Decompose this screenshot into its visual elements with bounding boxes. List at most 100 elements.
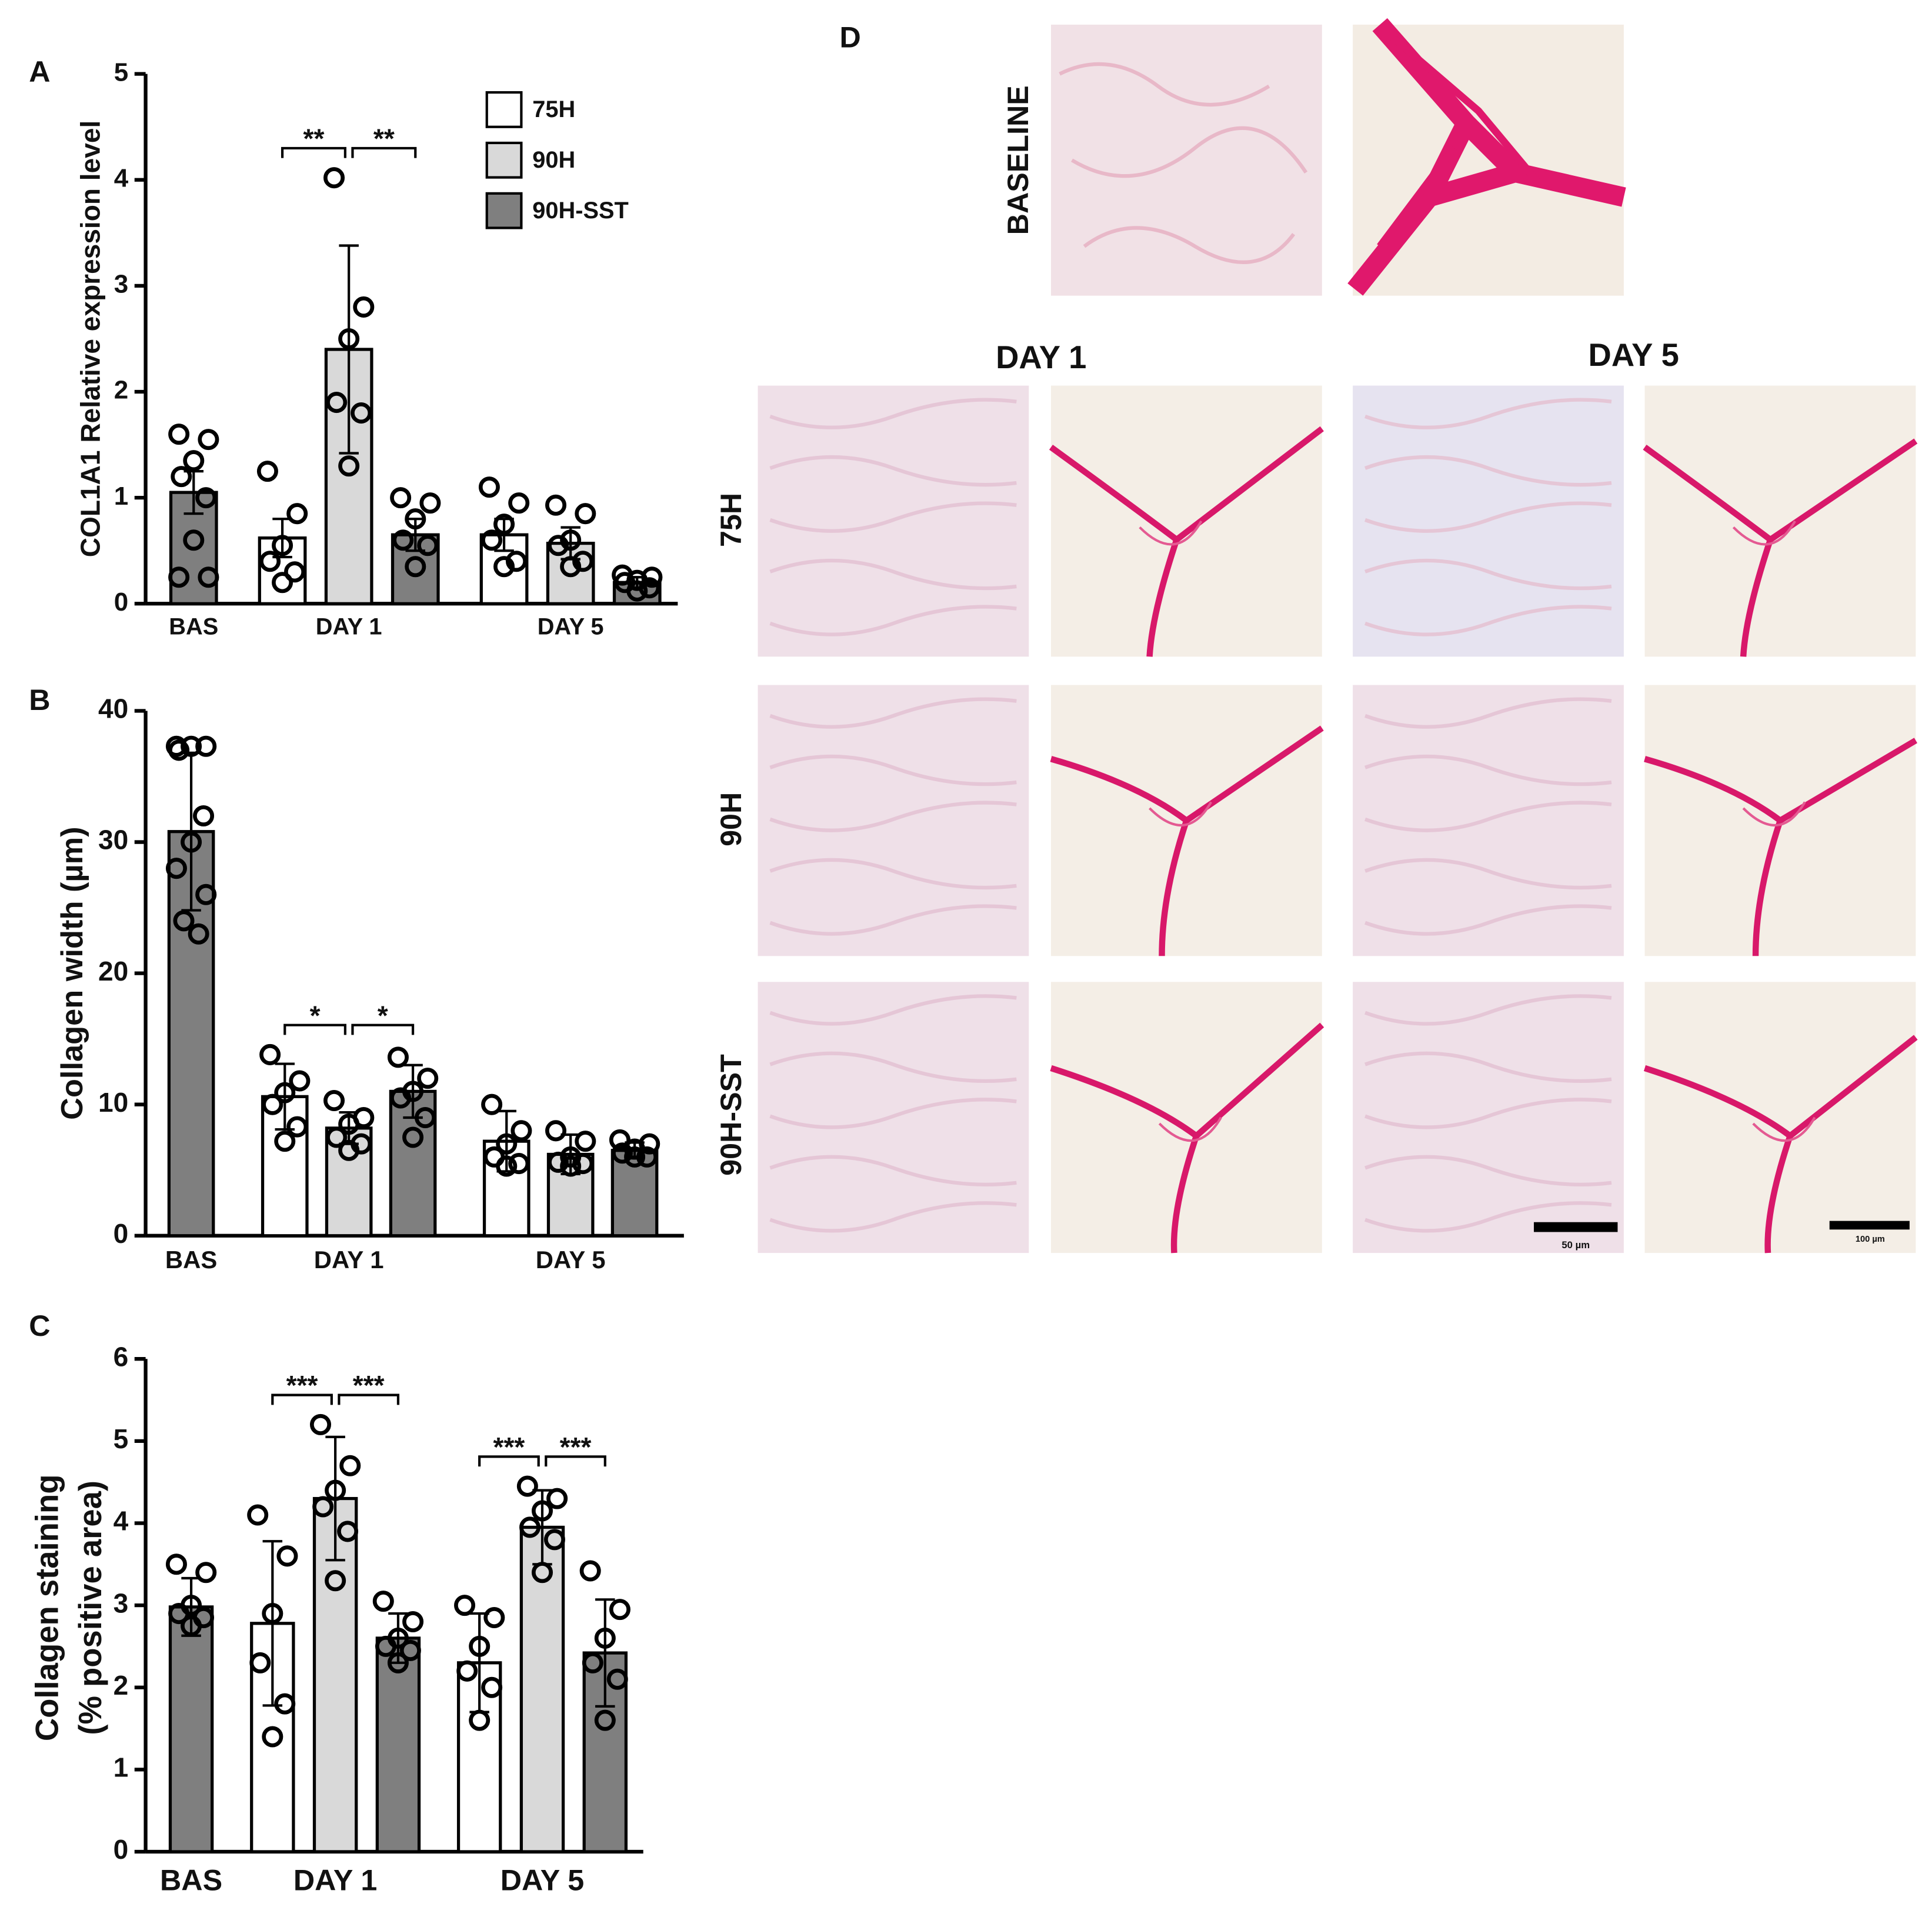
y-tick-label: 5 [114,1423,129,1454]
data-point [249,1652,271,1673]
data-point [276,1545,298,1567]
significance-label: *** [560,1432,592,1462]
data-point [309,1413,332,1435]
collagen [1644,738,1918,956]
data-point [181,1615,202,1637]
collagen [1643,438,1918,657]
data-point [372,1591,394,1612]
data-point [289,1070,311,1092]
data-point [626,580,648,602]
legend-swatch [485,91,523,128]
data-point [575,503,596,525]
micrograph [1051,385,1322,657]
x-tick-label: DAY 5 [538,614,604,640]
data-point [262,1603,283,1625]
data-point [548,1151,569,1173]
tissue [769,501,1017,533]
y-tick-label: 4 [114,1506,129,1536]
y-tick-label: 0 [114,1834,129,1865]
tissue [769,398,1017,429]
tissue [1364,501,1612,533]
collagen [1139,520,1203,546]
tissue [1364,994,1612,1026]
x-tick-label: DAY 1 [316,614,382,640]
data-point [387,1046,409,1068]
data-point [531,1562,553,1583]
data-point [496,1133,518,1155]
y-tick-label: 6 [114,1341,129,1372]
data-point [325,1479,346,1501]
tissue [1364,455,1612,487]
data-point [262,1093,283,1115]
data-point [247,1504,269,1526]
data-point [259,1043,281,1065]
y-tick-label: 2 [114,376,128,405]
significance-bracket [351,146,417,158]
data-point [183,450,205,472]
data-point [478,476,500,498]
data-point [508,1153,530,1175]
tissue [769,801,1017,832]
panel-label: A [29,55,50,88]
data-point [168,566,190,588]
data-point [173,910,195,932]
data-point [259,551,281,572]
panel-label: C [29,1309,50,1342]
data-point [390,487,412,509]
data-point [272,535,293,556]
collagen [1377,34,1543,249]
legend-swatch [485,192,523,229]
data-point [546,1488,568,1509]
collagen [1049,426,1324,657]
tissue [1364,398,1612,429]
data-point [198,566,219,588]
y-axis-label: Collagen width (µm) [55,826,89,1119]
data-point [510,1120,532,1142]
collagen [1050,1022,1324,1253]
data-point [168,739,190,761]
data-point [399,1639,421,1661]
data-point [496,1155,518,1177]
data-point [274,1693,296,1715]
data-point [283,561,306,583]
data-point [506,551,528,572]
column-label: DAY 1 [996,339,1086,375]
data-point [338,455,360,477]
data-point [594,1709,616,1731]
tissue [769,697,1017,729]
data-point [256,461,278,482]
data-point [402,1126,424,1148]
data-point [326,1126,348,1148]
y-tick-label: 3 [114,1588,129,1618]
data-point [262,1726,283,1748]
tissue [1364,697,1612,729]
data-point [387,1652,409,1673]
significance-label: *** [286,1370,318,1401]
data-point [353,296,375,318]
data-point [181,735,202,757]
tissue [1364,1201,1612,1233]
row-label: 75H [715,493,748,547]
data-point [560,556,582,578]
panel-label: B [29,684,50,716]
tissue [769,1098,1017,1129]
data-point [274,1082,296,1103]
significance-bracket [283,1023,346,1035]
data-point [392,529,414,551]
y-tick-label: 0 [114,1218,129,1249]
micrograph [1051,982,1322,1253]
collagen [1752,1116,1816,1142]
data-point [272,572,293,594]
data-point [312,1496,334,1518]
tissue [1364,754,1612,786]
data-point [274,1131,296,1152]
y-tick-label: 30 [98,825,128,855]
collagen [1732,520,1796,546]
data-point [516,1475,538,1497]
data-point [493,514,515,535]
data-point [195,735,217,757]
tissue [769,558,1017,591]
data-point [198,429,219,451]
data-point [575,1131,596,1152]
data-point [612,1142,633,1164]
